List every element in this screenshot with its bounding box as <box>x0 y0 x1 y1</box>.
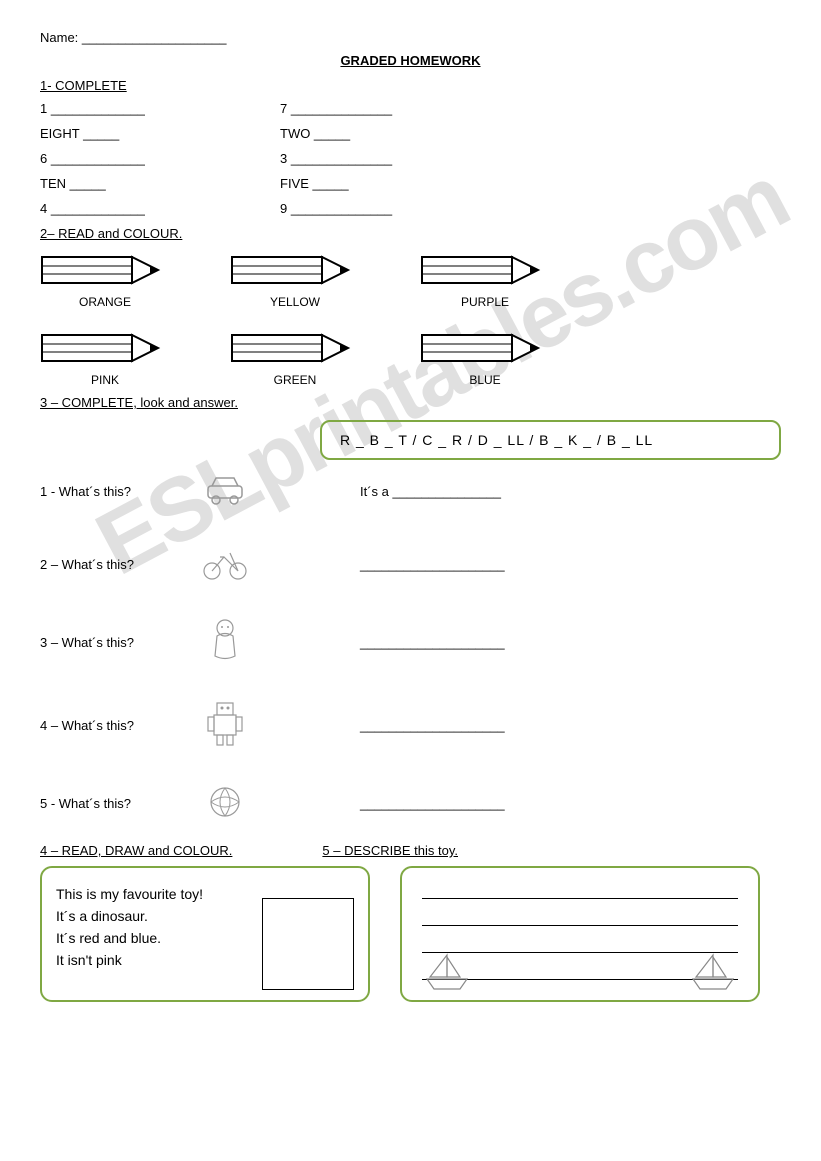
answer-line: ____________________ <box>360 557 505 572</box>
s1-cell: 7 ______________ <box>280 101 520 116</box>
pencil-row-1: ORANGE YELLOW PURPLE <box>40 251 781 309</box>
s1-cell: TWO _____ <box>280 126 520 141</box>
s1-cell: 4 _____________ <box>40 201 280 216</box>
writing-line <box>422 880 738 899</box>
bike-icon <box>190 543 260 586</box>
s1-cell: 9 ______________ <box>280 201 520 216</box>
section1-grid: 1 _____________ 7 ______________ EIGHT _… <box>40 101 781 216</box>
boat-icon <box>422 953 472 996</box>
question-row: 2 – What´s this? ____________________ <box>40 543 781 586</box>
section5-heading: 5 – DESCRIBE this toy. <box>322 843 458 858</box>
s1-cell: FIVE _____ <box>280 176 520 191</box>
wordbank-box: R _ B _ T / C _ R / D _ LL / B _ K _ / B… <box>320 420 781 460</box>
question-row: 1 - What´s this? It´s a _______________ <box>40 470 781 513</box>
answer-line: It´s a _______________ <box>360 484 501 499</box>
section5-box <box>400 866 760 1002</box>
pencil-label: ORANGE <box>40 295 170 309</box>
section4-box: This is my favourite toy! It´s a dinosau… <box>40 866 370 1002</box>
robot-icon <box>190 699 260 752</box>
section4-heading: 4 – READ, DRAW and COLOUR. <box>40 843 232 858</box>
car-icon <box>190 470 260 513</box>
pencil-icon <box>40 251 170 289</box>
answer-line: ____________________ <box>360 796 505 811</box>
s1-cell: EIGHT _____ <box>40 126 280 141</box>
question-text: 2 – What´s this? <box>40 557 190 572</box>
pencil-row-2: PINK GREEN BLUE <box>40 329 781 387</box>
question-text: 4 – What´s this? <box>40 718 190 733</box>
pencil-icon <box>230 329 360 367</box>
question-row: 4 – What´s this? ____________________ <box>40 699 781 752</box>
question-row: 3 – What´s this? ____________________ <box>40 616 781 669</box>
section3-heading: 3 – COMPLETE, look and answer. <box>40 395 781 410</box>
s1-cell: TEN _____ <box>40 176 280 191</box>
writing-line <box>422 907 738 926</box>
pencil-icon <box>230 251 360 289</box>
boat-icon <box>688 953 738 996</box>
pencil-label: YELLOW <box>230 295 360 309</box>
section2-heading: 2– READ and COLOUR. <box>40 226 781 241</box>
pencil-label: BLUE <box>420 373 550 387</box>
answer-line: ____________________ <box>360 635 505 650</box>
pencil-label: PINK <box>40 373 170 387</box>
pencil-label: PURPLE <box>420 295 550 309</box>
question-text: 1 - What´s this? <box>40 484 190 499</box>
section1-heading: 1- COMPLETE <box>40 78 781 93</box>
doll-icon <box>190 616 260 669</box>
s1-cell: 1 _____________ <box>40 101 280 116</box>
question-text: 3 – What´s this? <box>40 635 190 650</box>
name-field-label: Name: ____________________ <box>40 30 781 45</box>
s1-cell: 6 _____________ <box>40 151 280 166</box>
page-title: GRADED HOMEWORK <box>40 53 781 68</box>
ball-icon <box>190 782 260 825</box>
pencil-icon <box>420 251 550 289</box>
answer-line: ____________________ <box>360 718 505 733</box>
draw-box <box>262 898 354 990</box>
pencil-icon <box>40 329 170 367</box>
pencil-label: GREEN <box>230 373 360 387</box>
s1-cell: 3 ______________ <box>280 151 520 166</box>
writing-line <box>422 934 738 953</box>
pencil-icon <box>420 329 550 367</box>
question-row: 5 - What´s this? ____________________ <box>40 782 781 825</box>
question-text: 5 - What´s this? <box>40 796 190 811</box>
